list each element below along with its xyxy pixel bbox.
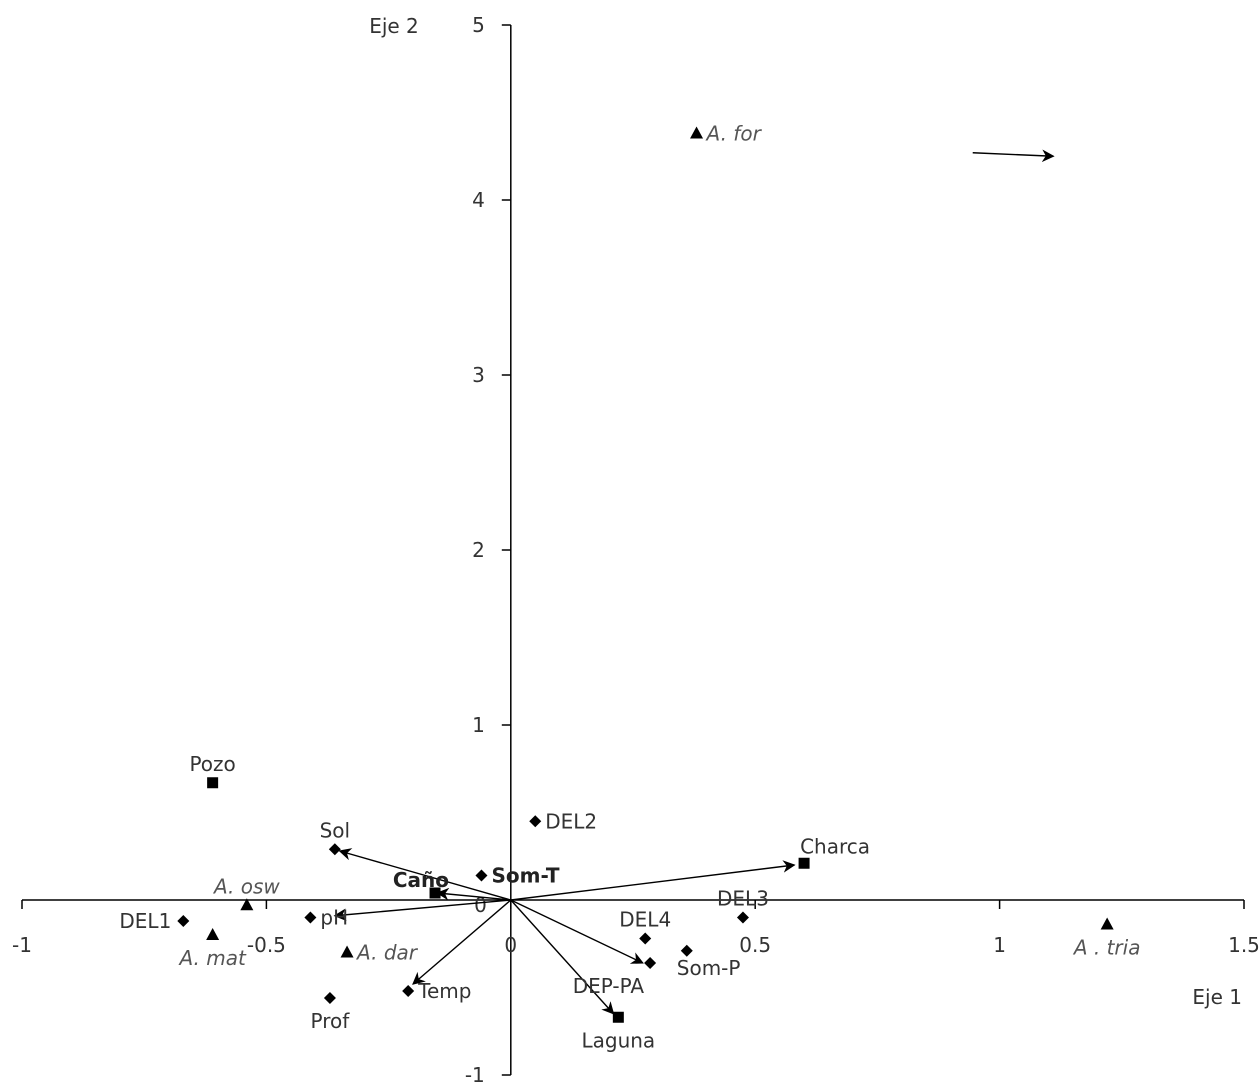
y-tick-label: 0 <box>474 893 487 917</box>
point-label-ca-o: Caño <box>393 868 449 892</box>
x-tick-label: 1 <box>993 933 1006 957</box>
legend-arrow-line <box>972 149 1055 163</box>
point-square-laguna <box>612 1011 624 1023</box>
y-tick-label: 4 <box>472 188 485 212</box>
point-diamond-del4 <box>639 932 652 945</box>
y-axis-title: Eje 2 <box>369 14 419 38</box>
y-tick-label: 1 <box>472 713 485 737</box>
point-diamond-del2 <box>529 815 542 828</box>
y-tick-label: 5 <box>472 13 485 37</box>
point-triangle-a-mat <box>206 928 220 940</box>
point-label-sol: Sol <box>320 818 351 842</box>
point-label-temp: Temp <box>417 979 471 1003</box>
x-tick-label: -0.5 <box>247 933 286 957</box>
point-triangle-a-tria <box>1100 917 1114 930</box>
x-ticks: -1 -0.5 0 0.5 1 1.5 <box>12 900 1259 957</box>
point-label-a-mat: A. mat <box>177 946 247 970</box>
point-label-a-osw: A. osw <box>212 874 280 898</box>
point-label-som-t: Som-T <box>491 864 559 888</box>
point-label-a-dar: A. dar <box>355 941 419 965</box>
y-tick-label: -1 <box>465 1063 485 1087</box>
point-diamond-som-t <box>475 869 488 882</box>
point-diamond-som-p <box>680 944 693 957</box>
x-tick-label: 1.5 <box>1228 933 1259 957</box>
vectors <box>333 848 796 1015</box>
point-label-laguna: Laguna <box>581 1028 655 1052</box>
y-tick-label: 2 <box>472 538 485 562</box>
point-square-pozo <box>207 777 219 789</box>
vector-laguna <box>510 899 615 1015</box>
x-tick-label: 0.5 <box>739 933 771 957</box>
x-tick-label: 0 <box>504 933 517 957</box>
point-label-a-for: A. for <box>705 122 763 146</box>
y-ticks: -1 0 1 2 3 4 5 <box>465 13 511 1087</box>
point-label-dep-pa: DEP-PA <box>573 974 645 998</box>
point-square-ca-o <box>429 887 441 899</box>
point-label-del2: DEL2 <box>545 809 597 833</box>
point-label-del4: DEL4 <box>619 908 671 932</box>
point-triangle-a-dar <box>340 945 354 958</box>
point-label-ph: pH <box>320 906 348 930</box>
x-axis-title: Eje 1 <box>1192 985 1242 1009</box>
point-diamond-del1 <box>177 915 190 927</box>
point-label-charca: Charca <box>800 834 870 858</box>
point-diamond-sol <box>328 843 341 856</box>
vector-sol <box>338 848 511 901</box>
vector-ca-o <box>436 887 511 901</box>
points: Pozo Caño Charca Laguna DEL1 DEL2 DEL3 DEL4 Sol p… <box>119 122 1140 1053</box>
point-label-prof: Prof <box>311 1009 351 1033</box>
x-tick-label: -1 <box>12 933 32 957</box>
point-diamond-dep-pa <box>644 957 657 969</box>
vector-ph <box>333 899 511 922</box>
point-label-pozo: Pozo <box>189 752 235 776</box>
point-square-charca <box>798 857 810 869</box>
point-triangle-a-osw <box>240 898 254 911</box>
axes: -1 -0.5 0 0.5 1 1.5 -1 0 1 2 3 4 5 Eje 1 Eje 2 <box>12 13 1259 1087</box>
point-triangle-a-for <box>690 126 704 139</box>
vector-temp <box>412 899 512 985</box>
point-label-del1: DEL1 <box>119 909 171 933</box>
point-label-a-tria: A . tria <box>1072 936 1141 960</box>
point-diamond-ph <box>304 911 317 924</box>
point-diamond-prof <box>323 992 336 1004</box>
y-tick-label: 3 <box>472 363 485 387</box>
point-diamond-temp <box>402 985 415 997</box>
point-label-del3: DEL3 <box>717 887 769 911</box>
point-diamond-del3 <box>736 911 749 924</box>
vector-charca <box>510 860 796 901</box>
legend-arrow <box>972 149 1055 163</box>
point-label-som-p: Som-P <box>677 956 741 980</box>
vector-dep-pa <box>510 899 644 964</box>
